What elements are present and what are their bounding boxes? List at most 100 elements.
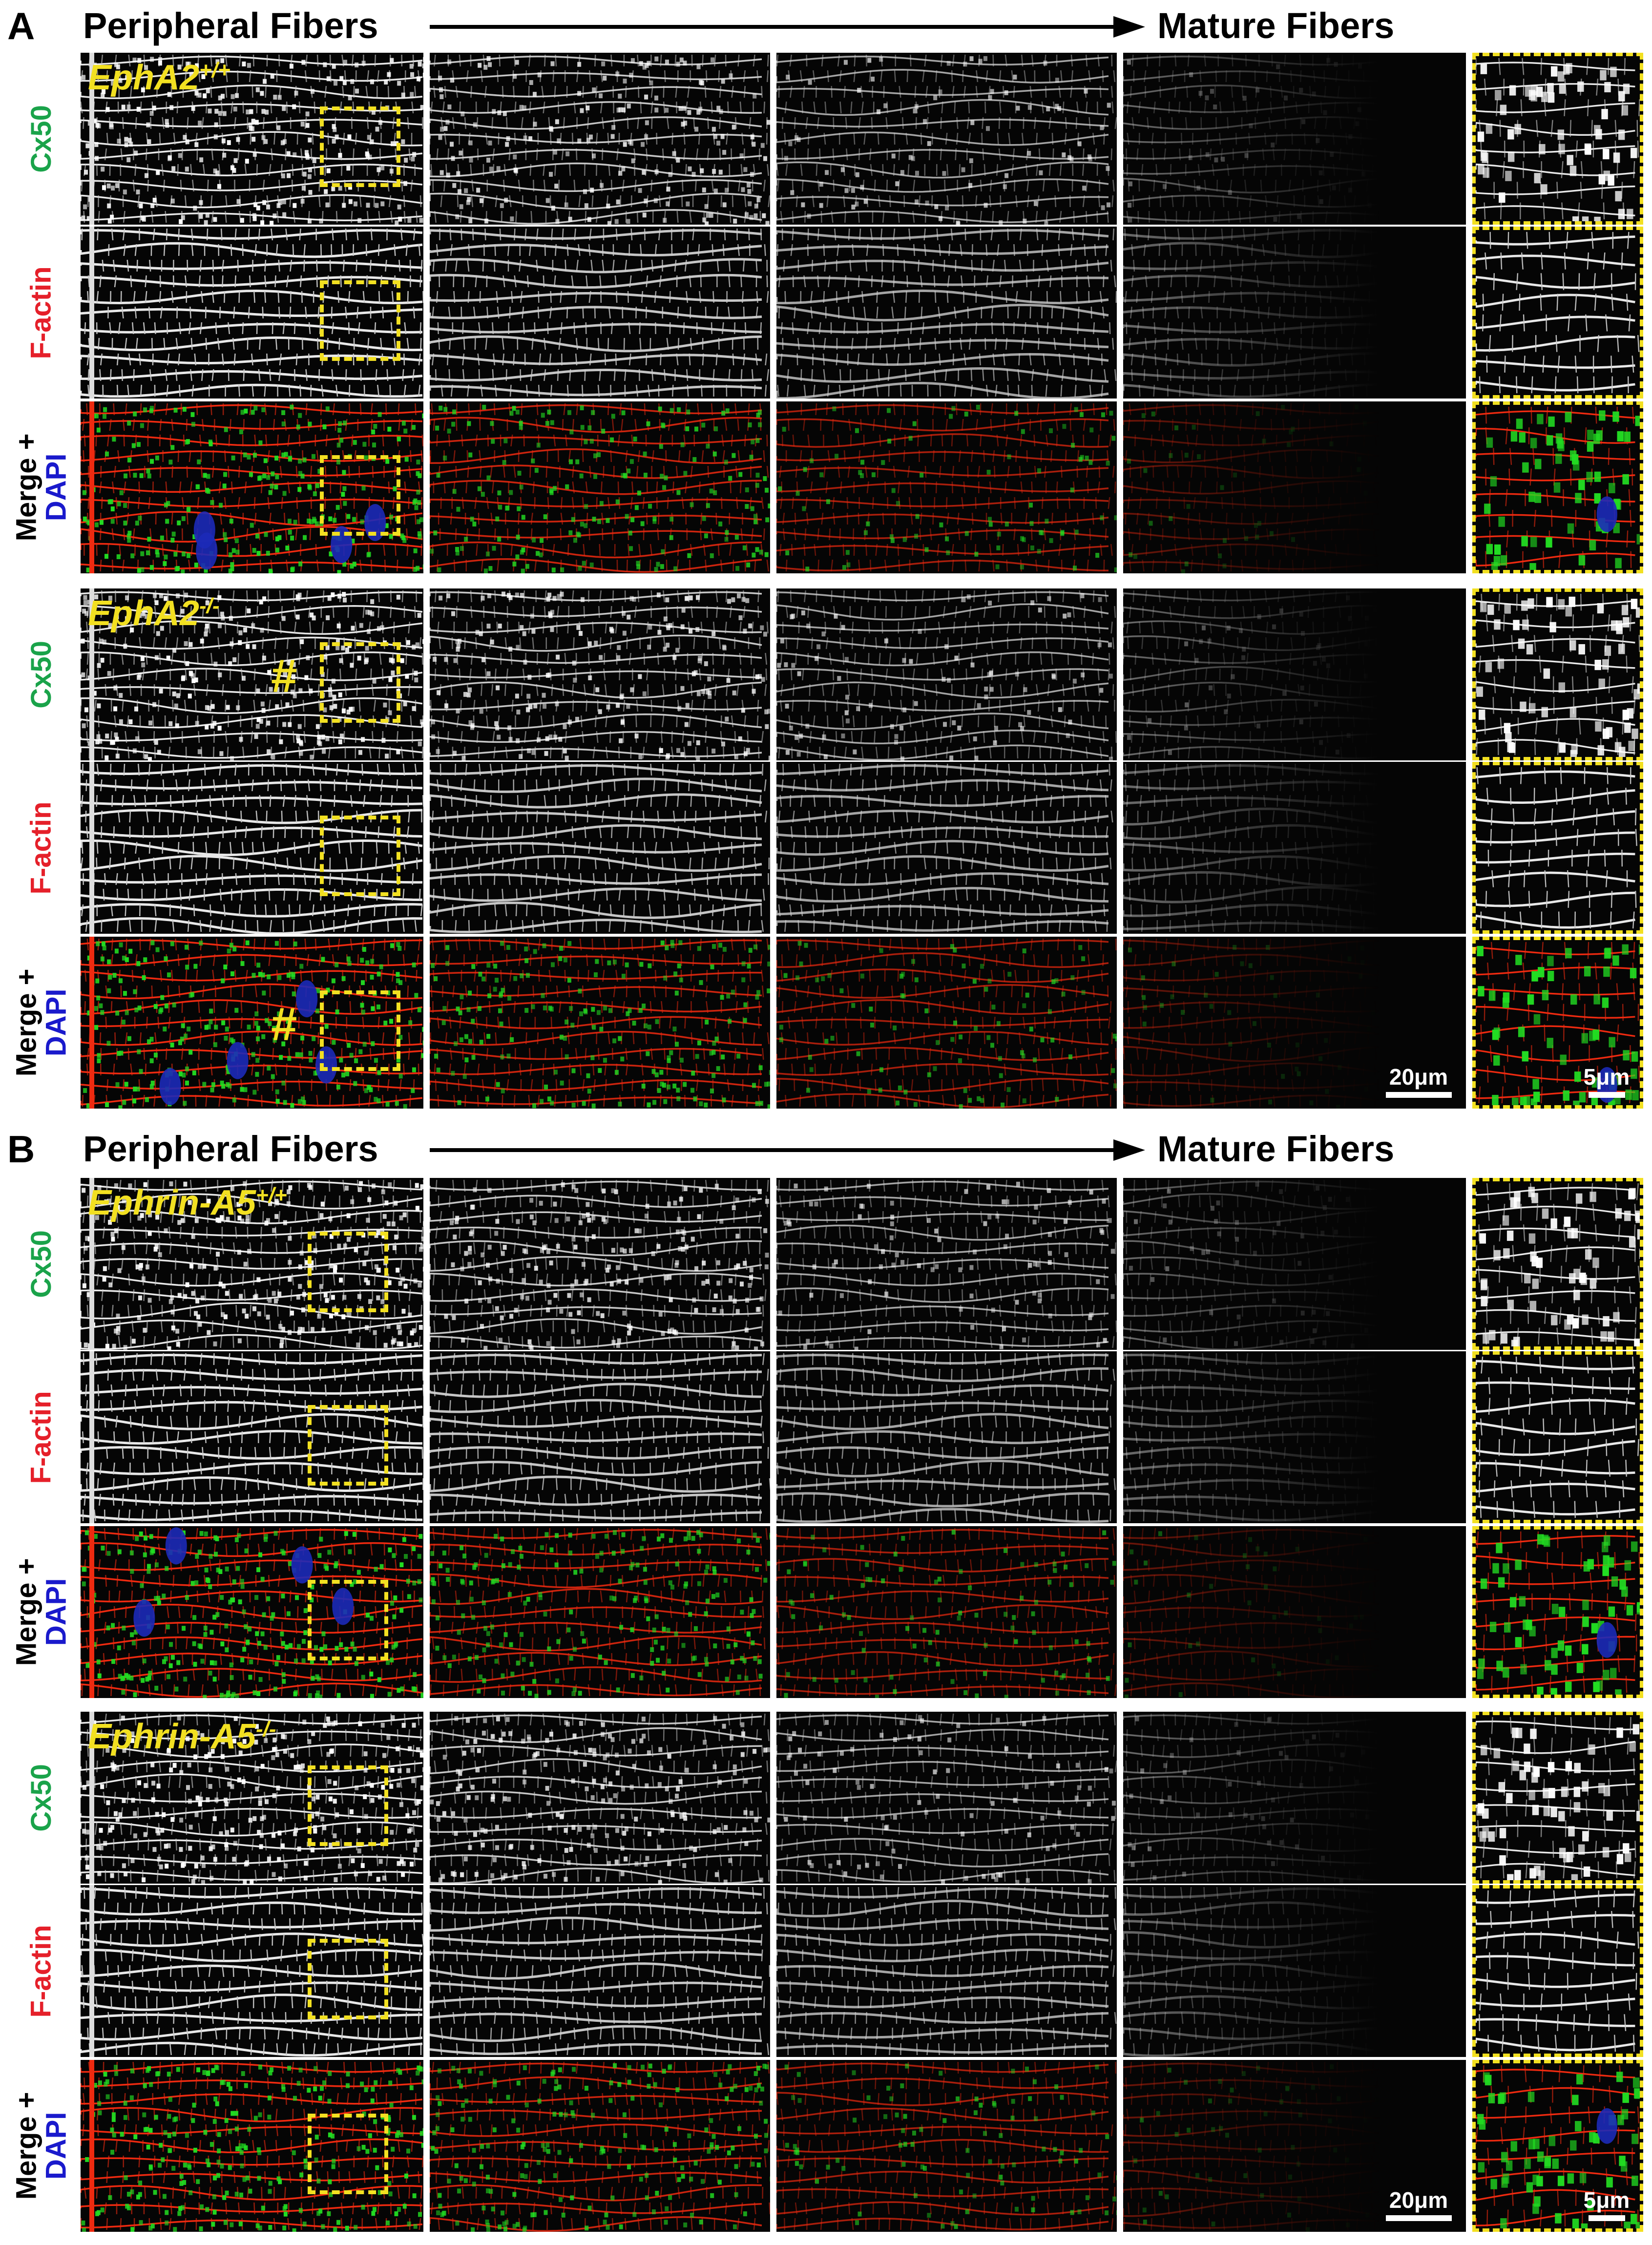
micrograph-image [430, 938, 770, 1109]
micrograph-image [430, 1713, 770, 1884]
scale-bar-label: 20μm [1382, 2187, 1455, 2213]
micrograph-image [1123, 763, 1466, 932]
micrograph-image [81, 937, 423, 1109]
micrograph-image [81, 227, 423, 399]
micrograph-image [1476, 1356, 1639, 1518]
row-label-line: F-actin [25, 801, 57, 894]
micrograph-image [430, 403, 770, 573]
micrograph-image [1123, 1713, 1466, 1884]
micrograph-factin-col4 [1123, 762, 1466, 934]
micrograph-merge-col4 [1123, 937, 1466, 1109]
micrograph-factin-col1 [81, 227, 423, 399]
maturation-arrow [430, 1139, 1145, 1161]
micrograph-factin-col1 [81, 1885, 423, 2057]
genotype-name: EphA2 [88, 58, 199, 97]
row-label-cx50: Cx50 [5, 588, 78, 760]
scale-bar-label: 5μm [1580, 2187, 1633, 2213]
micrograph-image [776, 228, 1117, 399]
row-label-merge: Merge + DAPI [5, 1526, 78, 1698]
row-label-factin: F-actin [5, 227, 78, 399]
roi-box [308, 1580, 388, 1660]
row-label-line: F-actin [25, 266, 57, 359]
micrograph-factin-col3 [776, 1351, 1117, 1523]
micrograph-image [1476, 406, 1640, 570]
genotype-name: Ephrin-A5 [88, 1717, 256, 1756]
row-label-line: Cx50 [25, 1764, 57, 1832]
inset-cx50 [1472, 588, 1643, 760]
inset-merge [1472, 1526, 1643, 1698]
mature-fibers-label: Mature Fibers [1157, 1128, 1394, 1170]
roi-box [308, 1232, 388, 1312]
micrograph-image [430, 1353, 770, 1522]
micrograph-image [430, 54, 770, 225]
micrograph-merge-col3 [776, 937, 1117, 1109]
roi-box [320, 816, 400, 896]
micrograph-factin-col4 [1123, 1885, 1466, 2057]
inset-merge [1472, 2060, 1643, 2232]
micrograph-merge-col2 [430, 2060, 770, 2232]
micrograph-cx50-col4 [1123, 53, 1466, 225]
inset-factin [1472, 227, 1643, 399]
micrograph-factin-col1 [81, 1351, 423, 1523]
micrograph-image [81, 588, 423, 760]
roi-box [308, 1939, 388, 2019]
micrograph-image [81, 1178, 423, 1350]
panel-letter: A [7, 4, 35, 48]
micrograph-image [776, 2061, 1117, 2230]
micrograph-image [1476, 1531, 1640, 1695]
micrograph-cx50-col4 [1123, 1712, 1466, 1884]
micrograph-cx50-col2 [430, 588, 770, 760]
micrograph-image [776, 1713, 1117, 1884]
micrograph-image [430, 228, 770, 397]
micrograph-merge-col3 [776, 2060, 1117, 2232]
row-label-line: Cx50 [25, 105, 57, 173]
genotype-superscript: -/- [199, 594, 220, 618]
genotype-name: EphA2 [88, 594, 199, 633]
scale-bar-5um: 5μm [1580, 1064, 1633, 1098]
micrograph-image [1476, 1183, 1640, 1346]
peripheral-fibers-label: Peripheral Fibers [83, 5, 378, 46]
micrograph-cx50-col3 [776, 1712, 1117, 1884]
micrograph-cx50-col3 [776, 1178, 1117, 1350]
roi-box [320, 106, 400, 187]
scale-bar-line [1588, 1092, 1625, 1098]
maturation-arrow [430, 16, 1145, 38]
scale-bar-line [1385, 1092, 1452, 1098]
row-label-cx50: Cx50 [5, 1178, 78, 1350]
micrograph-factin-col4 [1123, 1351, 1466, 1523]
micrograph-image [81, 762, 423, 934]
micrograph-image [430, 1179, 769, 1350]
roi-box [308, 1765, 388, 1846]
micrograph-image [1476, 767, 1637, 929]
micrograph-merge-col1 [81, 937, 423, 1109]
micrograph-image [1123, 938, 1466, 1109]
genotype-label: Ephrin-A5-/- [88, 1717, 276, 1757]
row-label-cx50: Cx50 [5, 1712, 78, 1884]
micrograph-factin-col4 [1123, 227, 1466, 399]
genotype-label: EphA2+/+ [88, 58, 230, 98]
hash-mark: # [271, 998, 297, 1051]
hash-mark: # [271, 650, 297, 703]
row-label-factin: F-actin [5, 1351, 78, 1523]
micrograph-image [776, 403, 1117, 572]
scale-bar-label: 5μm [1580, 1064, 1633, 1090]
row-label-merge: Merge + DAPI [5, 2060, 78, 2232]
micrograph-cx50-col1 [81, 1178, 423, 1350]
row-label-factin: F-actin [5, 762, 78, 934]
row-label-merge: Merge + DAPI [5, 401, 78, 573]
row-label-line: Cx50 [25, 1230, 57, 1298]
row-label-line: Cx50 [25, 641, 57, 709]
micrograph-cx50-col1 [81, 588, 423, 760]
micrograph-cx50-col2 [430, 1178, 770, 1350]
micrograph-image [776, 938, 1117, 1109]
micrograph-factin-col3 [776, 227, 1117, 399]
scale-bar-20um: 20μm [1382, 2187, 1455, 2221]
micrograph-image [1123, 403, 1466, 573]
genotype-superscript: -/- [256, 1717, 276, 1741]
micrograph-image [81, 53, 423, 225]
micrograph-cx50-col4 [1123, 1178, 1466, 1350]
scale-bar-20um: 20μm [1382, 1064, 1455, 1098]
roi-box [320, 990, 400, 1071]
scale-bar-line [1385, 2215, 1452, 2221]
micrograph-image [776, 54, 1117, 225]
